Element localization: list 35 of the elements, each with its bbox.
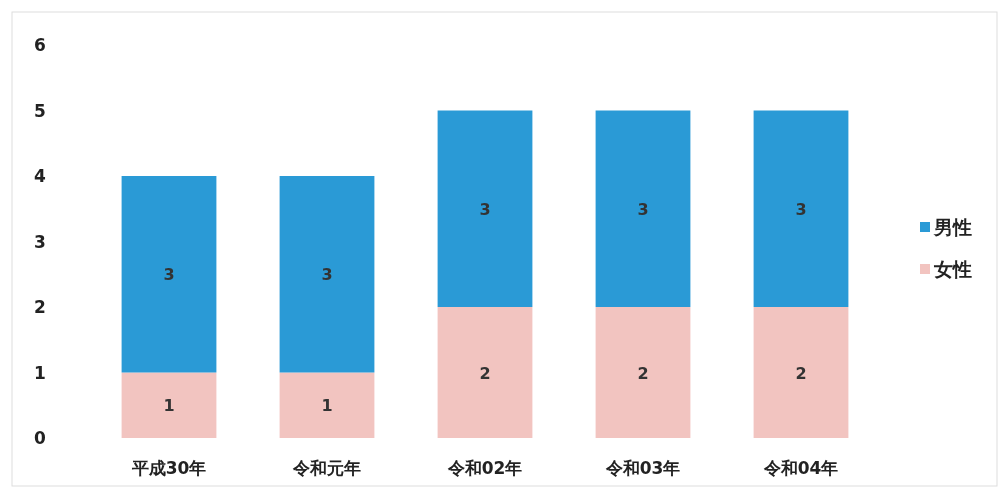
- bar: [753, 110, 849, 307]
- bar: [595, 307, 691, 438]
- y-tick-label: 0: [34, 428, 47, 448]
- y-tick-label: 6: [34, 35, 46, 55]
- data-label: 2: [637, 363, 649, 383]
- y-tick-label: 4: [34, 166, 47, 186]
- bar: [279, 372, 375, 438]
- y-tick-label: 5: [34, 100, 46, 121]
- bar: [753, 307, 849, 438]
- bar: [121, 372, 217, 438]
- legend-label: 男性: [933, 216, 972, 238]
- bar: [121, 176, 217, 373]
- data-label: 3: [321, 265, 333, 285]
- legend-label: 女性: [933, 258, 972, 280]
- 女性: 1 1 2 2 2: [121, 307, 849, 438]
- x-tick-label: 令和04年: [762, 458, 839, 478]
- data-label: 2: [479, 363, 491, 383]
- x-tick-label: 令和03年: [604, 458, 681, 478]
- data-label: 3: [163, 265, 175, 285]
- bar: [437, 110, 533, 307]
- x-tick-label: 令和元年: [292, 458, 361, 478]
- bar: [279, 176, 375, 373]
- data-label: 3: [795, 199, 807, 219]
- y-tick-label: 3: [34, 231, 46, 252]
- x-tick-label: 平成30年: [130, 458, 207, 478]
- bar: [437, 307, 533, 438]
- data-label: 2: [795, 363, 807, 383]
- x-tick-label: 令和02年: [446, 458, 523, 478]
- bar: [595, 110, 691, 307]
- data-label: 3: [479, 199, 491, 219]
- data-label: 1: [163, 396, 175, 416]
- y-tick-label: 2: [34, 297, 46, 317]
- data-label: 1: [321, 396, 333, 416]
- data-label: 3: [637, 199, 649, 219]
- y-tick-label: 1: [34, 362, 46, 383]
